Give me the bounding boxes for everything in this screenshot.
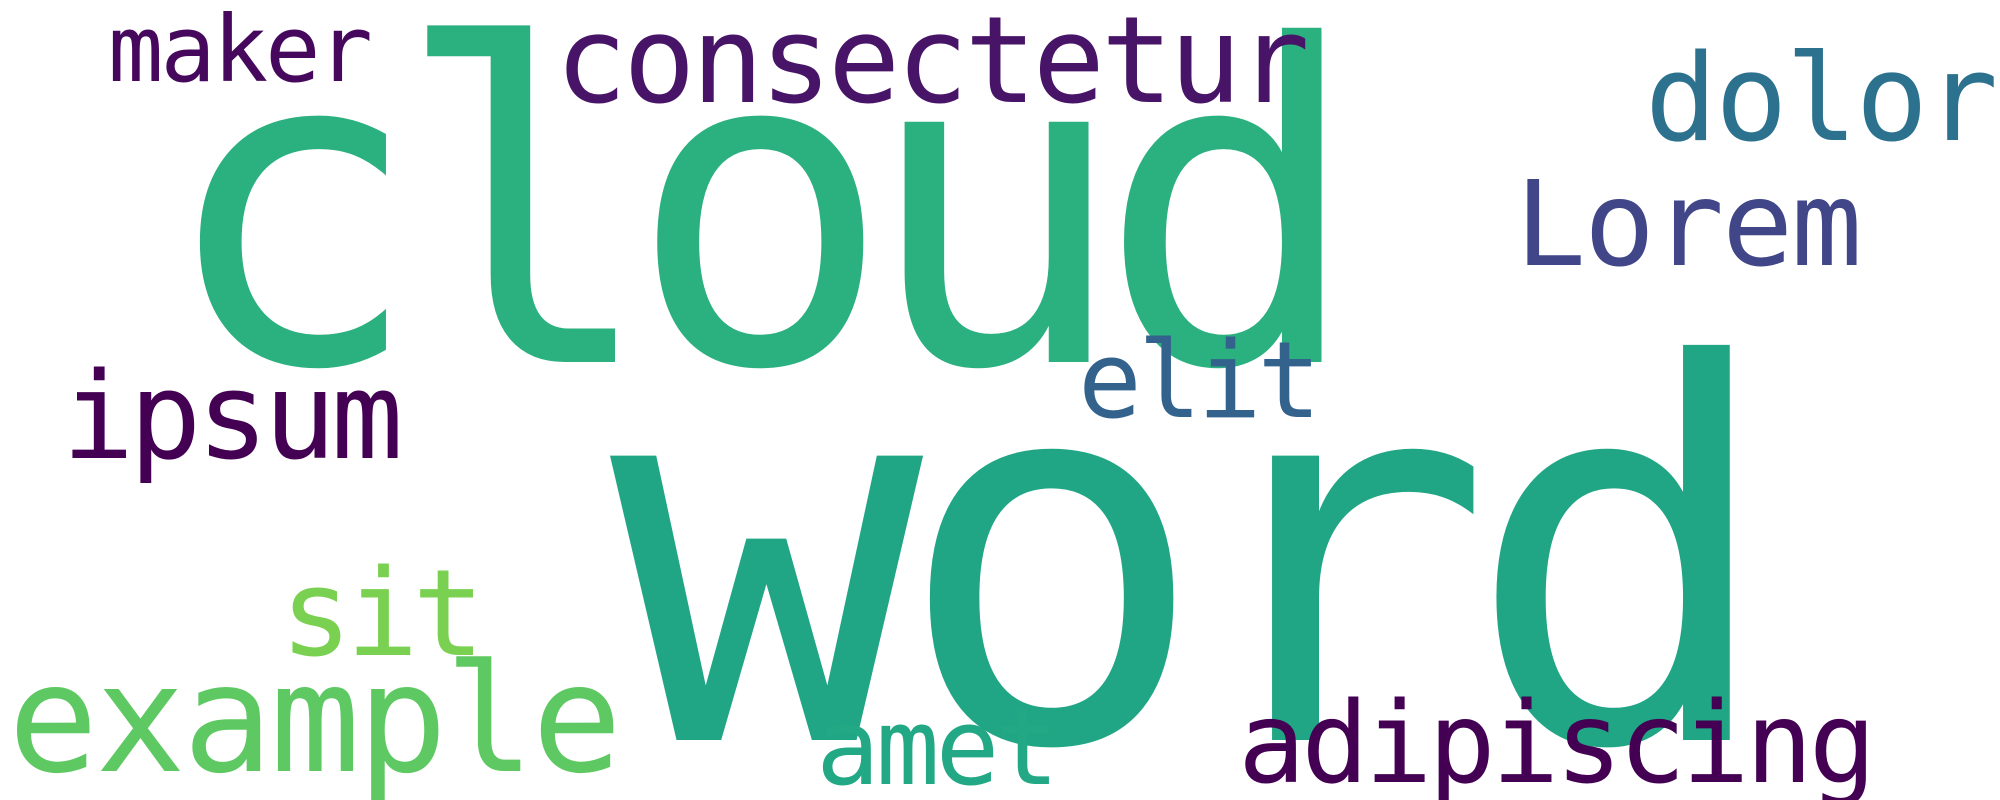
word-maker: maker bbox=[108, 0, 373, 103]
word-lorem: Lorem bbox=[1515, 155, 1862, 293]
word-ipsum: ipsum bbox=[62, 348, 403, 487]
word-dolor: dolor bbox=[1645, 30, 1998, 169]
word-elit: elit bbox=[1078, 319, 1321, 442]
word-cloud-text: cloud bbox=[158, 0, 1363, 466]
word-consectetur: consectetur bbox=[555, 0, 1310, 131]
word-word: word bbox=[610, 257, 1778, 800]
word-adipiscing: adipiscing bbox=[1238, 679, 1876, 800]
word-example: example bbox=[8, 633, 622, 800]
word-sit: sit bbox=[280, 545, 485, 684]
word-amet: amet bbox=[816, 686, 1059, 800]
